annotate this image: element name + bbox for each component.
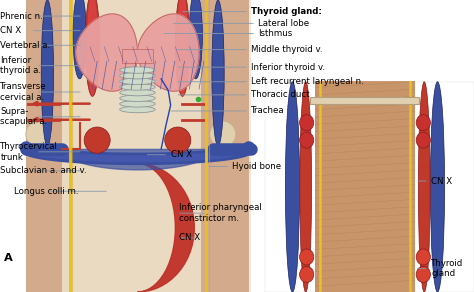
Text: Thoracic duct: Thoracic duct — [251, 91, 310, 99]
Text: Inferior pharyngeal
constrictor m.: Inferior pharyngeal constrictor m. — [179, 204, 262, 223]
Polygon shape — [76, 14, 137, 91]
Ellipse shape — [212, 0, 224, 146]
Bar — [26, 0, 62, 292]
Ellipse shape — [300, 132, 314, 148]
Text: Lateral lobe: Lateral lobe — [258, 19, 310, 28]
Text: Phrenic n.: Phrenic n. — [0, 12, 43, 20]
Ellipse shape — [85, 0, 100, 96]
Bar — [62, 0, 201, 292]
Ellipse shape — [210, 121, 236, 147]
Text: Transverse
cervical a.: Transverse cervical a. — [0, 82, 47, 102]
Text: Thyroid gland:: Thyroid gland: — [251, 7, 322, 16]
Ellipse shape — [119, 106, 155, 113]
Ellipse shape — [300, 249, 314, 265]
Ellipse shape — [119, 78, 155, 85]
Bar — [26, 0, 251, 292]
Bar — [315, 82, 415, 292]
Text: CN X: CN X — [0, 26, 22, 35]
Text: A: A — [4, 253, 12, 263]
Text: CN X: CN X — [171, 150, 192, 159]
Ellipse shape — [165, 127, 191, 153]
Bar — [310, 97, 419, 104]
Ellipse shape — [119, 72, 155, 79]
Polygon shape — [137, 164, 194, 292]
Ellipse shape — [430, 82, 445, 292]
Text: Thyroid
gland: Thyroid gland — [431, 259, 464, 278]
Ellipse shape — [119, 84, 155, 90]
Ellipse shape — [416, 132, 430, 148]
Ellipse shape — [189, 0, 202, 79]
Text: Isthmus: Isthmus — [258, 29, 292, 38]
Bar — [201, 0, 249, 292]
Ellipse shape — [300, 82, 312, 292]
Text: Thyrocervical
trunk: Thyrocervical trunk — [0, 142, 58, 161]
Text: Hyoid bone: Hyoid bone — [232, 162, 282, 171]
Text: CN X: CN X — [179, 234, 201, 242]
Bar — [122, 49, 153, 63]
Ellipse shape — [416, 115, 430, 131]
Ellipse shape — [26, 121, 52, 147]
Ellipse shape — [300, 266, 314, 283]
Ellipse shape — [41, 0, 54, 146]
Text: Inferior
thyroid a.: Inferior thyroid a. — [0, 56, 41, 75]
Polygon shape — [315, 82, 415, 111]
Ellipse shape — [177, 0, 188, 96]
Ellipse shape — [119, 101, 155, 107]
Ellipse shape — [119, 95, 155, 101]
Text: Left recurrent laryngeal n.: Left recurrent laryngeal n. — [251, 77, 364, 86]
Ellipse shape — [285, 82, 300, 292]
Text: Inferior thyroid v.: Inferior thyroid v. — [251, 63, 325, 72]
Text: Trachea: Trachea — [251, 107, 285, 115]
Ellipse shape — [416, 249, 430, 265]
Text: CN X: CN X — [431, 177, 453, 185]
Polygon shape — [137, 14, 199, 91]
Ellipse shape — [119, 67, 155, 73]
Ellipse shape — [87, 0, 98, 96]
Text: Middle thyroid v.: Middle thyroid v. — [251, 45, 323, 54]
Ellipse shape — [73, 0, 86, 79]
Text: Supra-
scapular a.: Supra- scapular a. — [0, 107, 48, 126]
Ellipse shape — [119, 89, 155, 96]
Ellipse shape — [418, 82, 430, 292]
Bar — [265, 82, 474, 292]
Text: Longus colli m.: Longus colli m. — [14, 187, 79, 196]
Text: Subclavian a. and v.: Subclavian a. and v. — [0, 166, 87, 175]
Ellipse shape — [175, 0, 190, 96]
Ellipse shape — [416, 266, 430, 283]
Text: Vertebral a.: Vertebral a. — [0, 41, 51, 50]
Ellipse shape — [84, 127, 110, 153]
Ellipse shape — [300, 115, 314, 131]
